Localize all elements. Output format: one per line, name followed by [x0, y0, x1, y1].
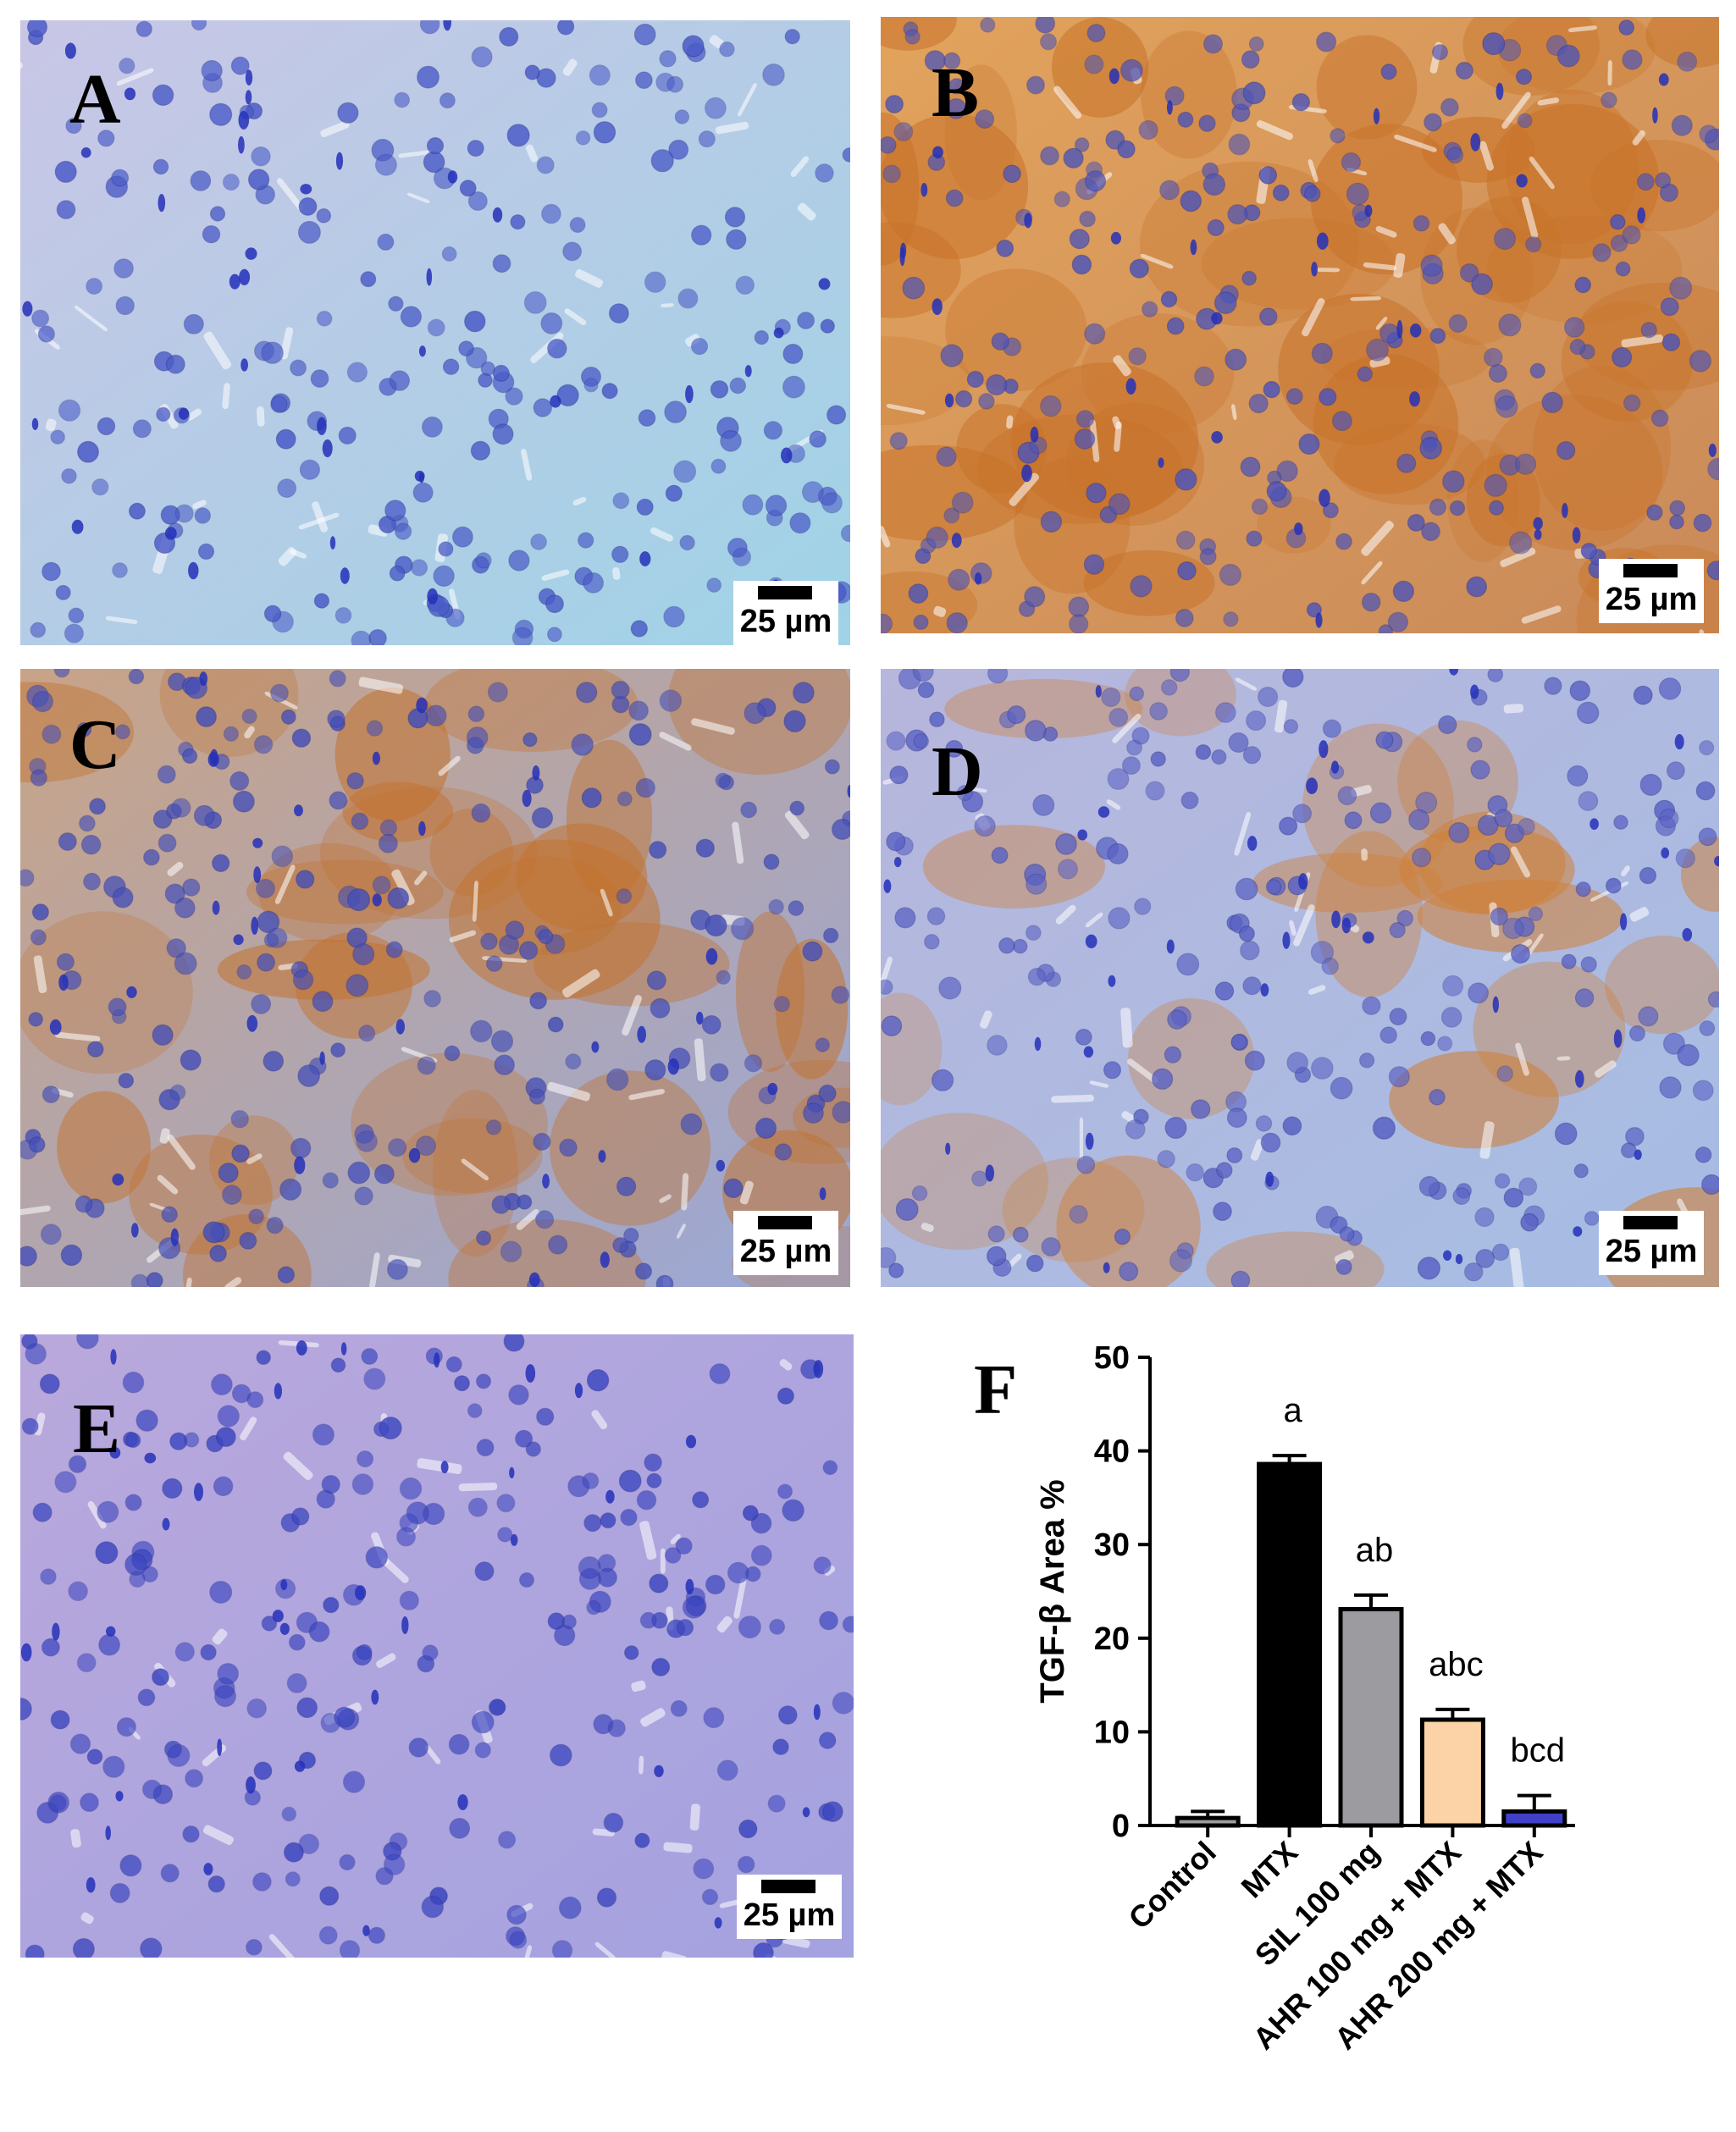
scale-bar: 25 µm	[733, 581, 838, 645]
micrograph-panel-e: E 25 µm	[20, 1334, 854, 1958]
significance-label: ab	[1356, 1532, 1394, 1569]
y-tick-label: 10	[1094, 1715, 1130, 1750]
chart-bars	[1175, 1454, 1567, 1828]
micrograph-image	[881, 669, 1719, 1287]
scale-bar-line	[761, 1880, 815, 1893]
scale-bar-label: 25 µm	[739, 1234, 832, 1269]
bar	[1501, 1809, 1567, 1828]
scale-bar: 25 µm	[733, 1211, 838, 1275]
micrograph-panel-a: A 25 µm	[20, 20, 850, 645]
panel-label: C	[69, 705, 121, 784]
panel-label: F	[974, 1350, 1018, 1429]
bar	[1257, 1461, 1323, 1828]
significance-label: a	[1283, 1392, 1302, 1429]
panel-label: A	[69, 60, 121, 139]
y-axis-title: TGF-β Area %	[1034, 1479, 1071, 1703]
x-tick-label: Control	[1121, 1835, 1222, 1936]
y-tick-label: 20	[1094, 1621, 1130, 1657]
micrograph-image	[20, 669, 850, 1287]
y-tick-label: 0	[1112, 1809, 1130, 1844]
scale-bar-line	[1623, 564, 1678, 577]
bar	[1175, 1815, 1241, 1828]
significance-label: bcd	[1511, 1732, 1566, 1770]
micrograph-image	[20, 1334, 854, 1958]
y-tick-label: 50	[1094, 1340, 1130, 1376]
micrograph-image	[20, 20, 850, 645]
significance-label: abc	[1429, 1646, 1484, 1683]
panel-label: E	[73, 1389, 121, 1468]
y-tick-label: 40	[1094, 1434, 1130, 1470]
y-tick-label: 30	[1094, 1527, 1130, 1563]
scale-bar-line	[758, 1216, 812, 1229]
micrograph-panel-c: C 25 µm	[20, 669, 850, 1287]
x-tick-label: MTX	[1235, 1835, 1305, 1905]
micrograph-panel-b: B 25 µm	[881, 17, 1719, 633]
scale-bar-line	[1623, 1216, 1678, 1229]
micrograph-image	[881, 17, 1719, 633]
panel-label: B	[932, 53, 980, 132]
scale-bar-label: 25 µm	[739, 604, 832, 639]
scale-bar-label: 25 µm	[1605, 582, 1698, 617]
scale-bar-line	[758, 586, 812, 599]
micrograph-panel-d: D 25 µm	[881, 669, 1719, 1287]
panel-label: D	[932, 732, 983, 811]
scale-bar-label: 25 µm	[743, 1897, 836, 1933]
bar	[1419, 1717, 1485, 1828]
scale-bar-label: 25 µm	[1605, 1234, 1698, 1269]
scale-bar: 25 µm	[1599, 1211, 1704, 1275]
scale-bar: 25 µm	[1599, 559, 1704, 623]
bar	[1338, 1607, 1404, 1828]
scale-bar: 25 µm	[737, 1875, 842, 1939]
